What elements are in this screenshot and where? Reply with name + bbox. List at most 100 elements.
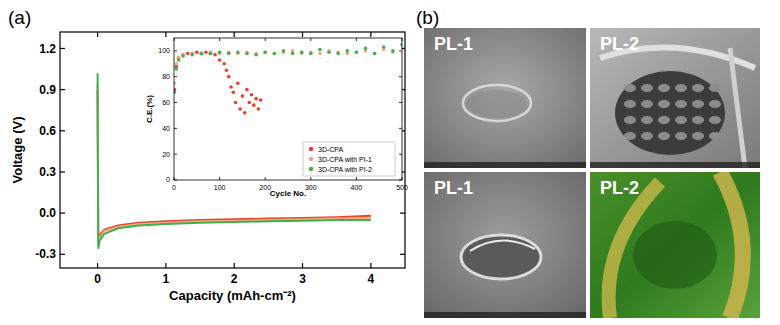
data-point (254, 97, 258, 101)
data-point (318, 48, 322, 52)
legend-box (303, 142, 395, 176)
data-point (243, 111, 247, 115)
x-tick (97, 32, 98, 37)
x-tick-label: 500 (396, 184, 408, 191)
data-point (291, 52, 295, 56)
data-point (209, 52, 213, 56)
data-point (257, 107, 261, 111)
y-tick-label: -0.3 (35, 247, 56, 261)
y-tick (174, 154, 177, 155)
data-point (204, 50, 208, 54)
data-point (364, 47, 368, 51)
y-tick (60, 254, 65, 255)
figure: (a)(b)01234-0.30.00.30.60.91.2Capacity (… (0, 0, 780, 325)
data-point (174, 67, 178, 71)
x-tick-label: 300 (305, 184, 317, 191)
sem-image (590, 172, 760, 318)
data-point (218, 50, 222, 54)
data-point (236, 81, 240, 85)
data-point (231, 90, 235, 94)
data-point (245, 52, 249, 56)
x-tick (356, 38, 357, 41)
x-axis-title: Capacity (mAh-cm⁻²) (169, 288, 296, 303)
data-point (241, 94, 245, 98)
y-axis-title: Voltage (V) (10, 117, 25, 184)
y-tick-label: 60 (162, 99, 170, 106)
y-tick (174, 102, 177, 103)
legend-label: 3D-CPA with PI-2 (318, 166, 372, 173)
y-tick (399, 154, 402, 155)
data-point (177, 58, 181, 62)
data-point (225, 68, 229, 72)
data-point (259, 98, 263, 102)
data-point (209, 52, 213, 56)
data-point (190, 53, 194, 57)
x-tick (234, 263, 235, 268)
x-tick-label: 4 (367, 272, 374, 286)
data-point (391, 49, 395, 53)
data-point (195, 50, 199, 54)
x-tick (265, 177, 266, 180)
plot-background (174, 38, 402, 180)
y-tick (60, 213, 65, 214)
legend-label: 3D-CPA with PI-1 (318, 156, 372, 163)
x-tick-label: 0 (94, 272, 101, 286)
sem-images: PL-1 PL-2 PL-1 PL-2 (424, 28, 760, 318)
data-point (336, 52, 340, 56)
data-point (229, 85, 233, 89)
y-tick (60, 48, 65, 49)
y-tick (174, 128, 177, 129)
data-point (252, 103, 256, 107)
y-tick (399, 102, 402, 103)
plot-frame (174, 38, 402, 180)
x-tick-label: 400 (351, 184, 363, 191)
data-point (355, 50, 359, 54)
x-tick (370, 32, 371, 37)
data-point (345, 49, 349, 53)
voltage-chart: 01234-0.30.00.30.60.91.2Capacity (mAh-cm… (10, 32, 405, 303)
data-point (382, 45, 386, 49)
y-tick (60, 171, 65, 172)
y-tick (60, 130, 65, 131)
y-tick (400, 254, 405, 255)
image-label: PL-1 (434, 34, 473, 54)
x-tick (302, 263, 303, 268)
x-tick (302, 32, 303, 37)
y-tick (60, 89, 65, 90)
x-tick (234, 32, 235, 37)
y-axis-title: C.E.(%) (145, 95, 154, 123)
data-point (273, 52, 277, 56)
plot-frame (60, 32, 405, 268)
y-tick-label: 100 (158, 47, 170, 54)
x-tick (165, 32, 166, 37)
x-tick (310, 177, 311, 180)
data-point (236, 50, 240, 54)
data-point (273, 52, 277, 56)
y-tick-label: 0.0 (39, 206, 56, 220)
y-tick-label: 0.6 (39, 124, 56, 138)
image-label: PL-1 (434, 178, 473, 198)
legend-label: 3D-CPA (318, 146, 343, 153)
image-label: PL-2 (600, 34, 639, 54)
data-point (250, 93, 254, 97)
ce-inset: 0100200300400500020406080100Cycle No.C.E… (145, 38, 408, 198)
data-point (373, 52, 377, 56)
data-point (300, 50, 304, 54)
data-point (373, 52, 377, 56)
sem-image (590, 28, 760, 168)
data-point (247, 101, 251, 105)
legend-marker (309, 157, 313, 161)
data-point (218, 58, 222, 62)
x-tick (356, 177, 357, 180)
legend-marker (309, 167, 313, 171)
data-point (213, 53, 217, 57)
data-point (227, 75, 231, 79)
data-point (318, 52, 322, 56)
x-tick (219, 177, 220, 180)
data-point (200, 52, 204, 56)
x-tick (265, 38, 266, 41)
image-label: PL-2 (600, 178, 639, 198)
data-point (200, 52, 204, 56)
data-point (245, 88, 249, 92)
y-tick-label: 0.9 (39, 83, 56, 97)
